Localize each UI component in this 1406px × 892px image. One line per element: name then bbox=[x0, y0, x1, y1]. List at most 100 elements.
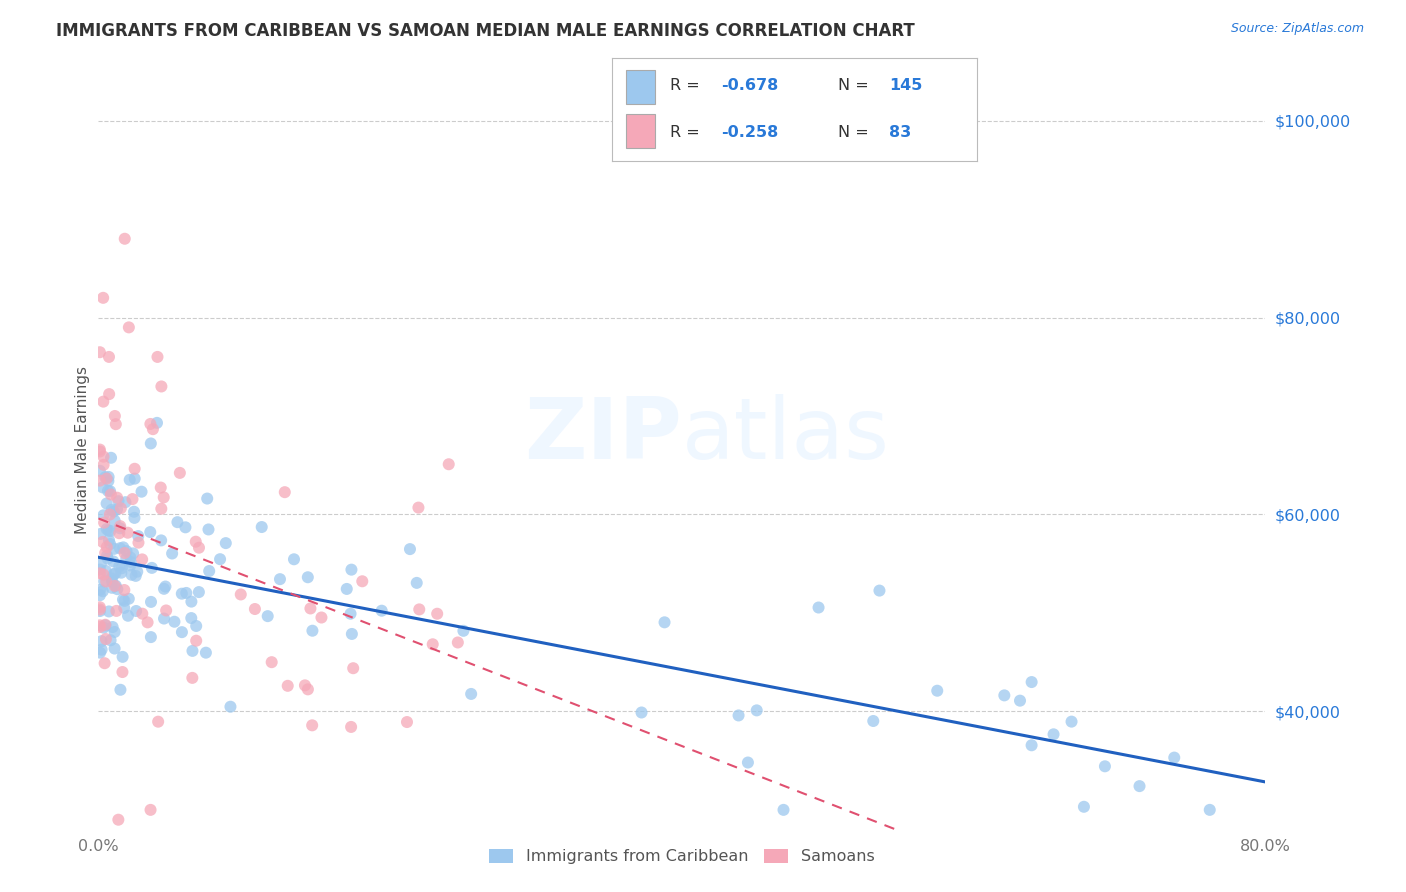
FancyBboxPatch shape bbox=[626, 70, 655, 104]
Point bbox=[105, 491, 128, 505]
Point bbox=[97, 483, 120, 498]
Point bbox=[150, 501, 173, 516]
Point bbox=[96, 549, 118, 563]
Point bbox=[97, 604, 120, 618]
Point bbox=[399, 542, 422, 557]
Point bbox=[98, 508, 121, 522]
Point bbox=[340, 627, 363, 641]
Point bbox=[89, 600, 111, 615]
Point bbox=[1021, 739, 1043, 753]
Point bbox=[229, 587, 252, 601]
Point bbox=[121, 492, 143, 507]
Point bbox=[91, 535, 114, 549]
Point bbox=[89, 566, 111, 581]
Point bbox=[187, 585, 209, 599]
Point bbox=[124, 472, 146, 486]
Point bbox=[90, 557, 112, 571]
Point bbox=[180, 594, 202, 608]
Point bbox=[104, 417, 127, 432]
Point bbox=[139, 436, 162, 450]
Point bbox=[93, 458, 115, 472]
Point bbox=[124, 511, 146, 525]
Point bbox=[120, 550, 142, 565]
Point bbox=[90, 634, 112, 648]
Point bbox=[215, 536, 238, 550]
Text: N =: N = bbox=[838, 78, 875, 93]
Point bbox=[108, 526, 131, 541]
Point bbox=[772, 803, 794, 817]
Point bbox=[91, 394, 114, 409]
Point bbox=[114, 594, 136, 608]
Point bbox=[104, 579, 127, 593]
Point bbox=[150, 379, 173, 393]
Point bbox=[105, 582, 128, 596]
Point bbox=[146, 416, 169, 430]
Point bbox=[89, 442, 111, 457]
Point bbox=[283, 552, 305, 566]
Point bbox=[110, 566, 132, 580]
Point bbox=[136, 615, 159, 630]
Point bbox=[342, 661, 364, 675]
Point bbox=[139, 417, 162, 431]
Point bbox=[103, 554, 125, 568]
Point bbox=[141, 561, 163, 575]
Point bbox=[352, 574, 374, 589]
Point bbox=[115, 551, 138, 566]
Point bbox=[93, 567, 115, 582]
Point bbox=[89, 464, 111, 478]
Point bbox=[1021, 675, 1043, 690]
Point bbox=[96, 522, 118, 536]
Point bbox=[90, 642, 112, 657]
Point bbox=[294, 678, 316, 692]
Legend: Immigrants from Caribbean, Samoans: Immigrants from Caribbean, Samoans bbox=[482, 842, 882, 871]
Text: IMMIGRANTS FROM CARIBBEAN VS SAMOAN MEDIAN MALE EARNINGS CORRELATION CHART: IMMIGRANTS FROM CARIBBEAN VS SAMOAN MEDI… bbox=[56, 22, 915, 40]
Point bbox=[186, 619, 208, 633]
Point bbox=[93, 516, 115, 530]
Point bbox=[91, 291, 114, 305]
Point bbox=[94, 564, 117, 578]
Point bbox=[453, 624, 475, 638]
Point bbox=[1128, 779, 1150, 793]
Point bbox=[153, 611, 176, 625]
Point bbox=[111, 592, 134, 607]
Point bbox=[654, 615, 676, 630]
Point bbox=[163, 615, 186, 629]
Point bbox=[180, 611, 202, 625]
Point bbox=[131, 552, 153, 566]
Point bbox=[153, 582, 176, 596]
Point bbox=[97, 474, 120, 488]
Point bbox=[195, 491, 218, 506]
Point bbox=[927, 683, 949, 698]
Point bbox=[340, 720, 363, 734]
Point bbox=[209, 552, 232, 566]
Point bbox=[993, 689, 1015, 703]
Point bbox=[1008, 693, 1031, 707]
Point bbox=[630, 706, 652, 720]
Point bbox=[122, 546, 145, 560]
Point bbox=[160, 546, 183, 560]
Point bbox=[139, 524, 162, 539]
Point bbox=[91, 480, 114, 494]
Point bbox=[89, 563, 111, 577]
Point bbox=[108, 559, 131, 574]
Point bbox=[93, 621, 115, 635]
Point bbox=[97, 551, 120, 566]
Point bbox=[146, 350, 169, 364]
Point bbox=[131, 607, 153, 621]
Point bbox=[114, 546, 136, 560]
Point bbox=[340, 563, 363, 577]
Point bbox=[256, 609, 278, 624]
Point bbox=[131, 484, 153, 499]
Point bbox=[107, 813, 129, 827]
Point bbox=[93, 657, 115, 671]
Point bbox=[122, 505, 145, 519]
Point bbox=[807, 600, 830, 615]
Point bbox=[93, 574, 115, 589]
Point bbox=[100, 633, 122, 648]
Point bbox=[100, 503, 122, 517]
Point bbox=[297, 570, 319, 584]
Point bbox=[194, 646, 217, 660]
Point bbox=[97, 524, 120, 538]
Point bbox=[118, 473, 141, 487]
Point bbox=[299, 601, 322, 615]
